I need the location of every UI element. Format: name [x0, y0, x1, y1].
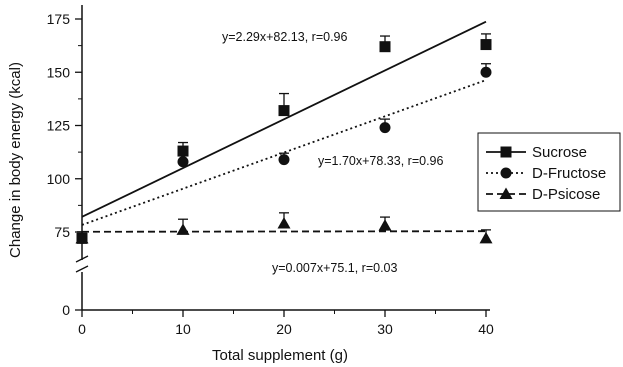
equation-label-layer: y=2.29x+82.13, r=0.96 y=1.70x+78.33, r=0… [222, 30, 443, 275]
legend-label-sucrose: Sucrose [532, 144, 587, 161]
equation-label-fructose: y=1.70x+78.33, r=0.96 [318, 154, 443, 168]
y-tick-label: 175 [47, 11, 71, 27]
data-point-d-psicose [75, 231, 89, 244]
data-point-d-psicose [277, 216, 291, 229]
legend-marker-sucrose [500, 146, 512, 158]
data-point-d-psicose [479, 231, 493, 244]
data-point-sucrose [480, 39, 492, 51]
fit-line-d-psicose [81, 230, 487, 233]
data-point-d-fructose [379, 122, 391, 134]
x-tick-label: 0 [78, 321, 86, 337]
data-point-d-fructose [177, 156, 189, 168]
y-axis-break-mark [75, 255, 89, 263]
x-tick-label: 40 [478, 321, 494, 337]
legend: Sucrose D-Fructose D-Psicose [477, 132, 621, 212]
x-tick-label: 30 [377, 321, 393, 337]
y-axis-title: Change in body energy (kcal) [7, 62, 24, 258]
fit-line-sucrose [81, 20, 487, 218]
y-axis-break-mark [75, 265, 89, 273]
legend-marker-d-psicose [499, 187, 513, 199]
axes-layer: 0 75 100 125 150 175 0 10 20 30 40 [47, 5, 494, 337]
equation-label-psicose: y=0.007x+75.1, r=0.03 [272, 261, 397, 275]
x-axis-title: Total supplement (g) [212, 347, 348, 364]
data-point-sucrose [278, 105, 290, 117]
data-point-sucrose [177, 145, 189, 157]
y-tick-label: 125 [47, 118, 71, 134]
data-point-d-psicose [176, 223, 190, 235]
data-point-d-psicose [378, 219, 392, 231]
data-point-d-fructose [278, 154, 290, 166]
x-tick-label: 20 [276, 321, 292, 337]
fit-line-layer [81, 20, 487, 233]
data-point-sucrose [379, 41, 391, 53]
legend-label-psicose: D-Psicose [532, 186, 600, 203]
data-point-layer [75, 39, 493, 244]
y-tick-label: 150 [47, 64, 71, 80]
legend-items [486, 146, 526, 199]
equation-label-sucrose: y=2.29x+82.13, r=0.96 [222, 30, 347, 44]
legend-marker-d-fructose [500, 167, 512, 179]
fit-line-d-fructose [81, 79, 487, 226]
y-tick-label: 0 [62, 302, 70, 318]
error-bar-layer [77, 33, 491, 239]
y-tick-label: 75 [54, 224, 70, 240]
legend-label-fructose: D-Fructose [532, 165, 606, 182]
y-tick-label: 100 [47, 171, 71, 187]
data-point-d-fructose [480, 66, 492, 78]
x-tick-label: 10 [175, 321, 191, 337]
